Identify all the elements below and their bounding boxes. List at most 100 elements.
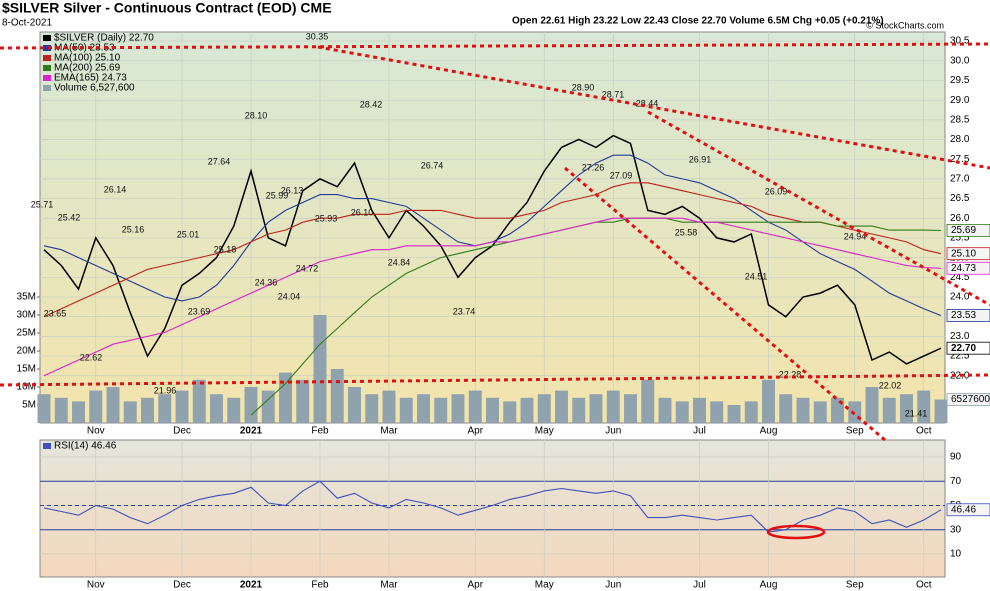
last-value-label: 25.10 — [951, 248, 976, 259]
y-tick-label: 29.5 — [950, 75, 970, 86]
y-tick-label: 10 — [950, 549, 962, 560]
x-tick-label: Mar — [380, 580, 398, 591]
y2-tick-label: 10M — [17, 382, 36, 393]
annotation: 26.74 — [421, 160, 444, 170]
volume-bar — [813, 401, 827, 423]
volume-bar — [382, 390, 396, 423]
annotation: 25.42 — [58, 212, 81, 222]
volume-bar — [348, 386, 361, 423]
volume-bar — [624, 394, 637, 423]
y-tick-label: 27.0 — [950, 174, 970, 185]
x-tick-label: May — [535, 580, 554, 591]
annotation: 26.91 — [689, 154, 712, 164]
x-tick-label: Jun — [605, 580, 621, 591]
last-value-tag — [946, 503, 990, 517]
annotation: 26.14 — [104, 184, 127, 194]
annotation: 27.64 — [208, 156, 231, 166]
x-tick-label: Aug — [760, 580, 778, 591]
trend-line — [0, 42, 990, 50]
x-tick-label: Dec — [173, 580, 191, 591]
legend-swatch — [43, 55, 51, 61]
x-tick-label: Feb — [311, 426, 329, 437]
last-value-label: 24.73 — [951, 263, 976, 274]
annotation: 23.74 — [453, 306, 476, 316]
volume-bar — [244, 386, 258, 423]
y-tick-label: 28.5 — [950, 114, 970, 125]
volume-bar — [658, 397, 672, 423]
y-tick-label: 24.0 — [950, 292, 970, 303]
volume-bar — [54, 397, 68, 423]
annotation: 28.44 — [636, 98, 659, 108]
volume-bar — [279, 372, 292, 423]
last-value-tag — [946, 393, 990, 406]
legend-swatch — [43, 35, 51, 41]
x-tick-label: Nov — [87, 426, 105, 437]
y-tick-label: 27.5 — [950, 154, 970, 165]
volume-bar — [606, 390, 620, 423]
x-tick-label: Jul — [693, 580, 706, 591]
annotation: 23.65 — [44, 308, 67, 318]
volume-bar — [261, 390, 275, 423]
x-tick-label: Aug — [760, 426, 778, 437]
annotation: 22.02 — [879, 380, 902, 390]
x-tick-label: Feb — [311, 580, 329, 591]
trend-line — [647, 110, 990, 307]
trend-line — [317, 45, 990, 170]
volume-bar — [141, 397, 154, 423]
volume-bar — [796, 397, 810, 423]
x-tick-label: Oct — [916, 426, 932, 437]
volume-bar — [227, 397, 241, 423]
volume-bar — [762, 379, 775, 423]
series-line — [43, 182, 942, 318]
legend-entry: $SILVER (Daily) 22.70 — [54, 33, 154, 44]
y2-tick-label: 15M — [17, 364, 36, 375]
last-value-label: 6527600 — [951, 394, 990, 405]
volume-bar — [779, 394, 793, 423]
legend-entry: Volume 6,527,600 — [54, 83, 135, 94]
volume-bar — [468, 390, 482, 423]
legend-swatch — [43, 85, 51, 91]
volume-bar — [882, 397, 896, 423]
y-tick-label: 23.0 — [950, 331, 970, 342]
last-value-label: 22.70 — [951, 343, 976, 354]
annotation: 21.41 — [905, 408, 928, 418]
y2-tick-label: 25M — [17, 328, 36, 339]
x-tick-label: Sep — [846, 580, 864, 591]
x-tick-label: Nov — [87, 580, 105, 591]
volume-bar — [313, 314, 327, 423]
annotation: 25.58 — [675, 227, 698, 237]
annotation: 22.62 — [80, 352, 103, 362]
x-tick-label: Mar — [380, 426, 398, 437]
credit: © StockCharts.com — [866, 20, 944, 30]
y2-tick-label: 5M — [22, 400, 36, 411]
y-tick-label: 26.0 — [950, 213, 970, 224]
volume-bar — [210, 394, 223, 423]
volume-bar — [106, 386, 120, 423]
annotation: 22.28 — [779, 369, 802, 379]
x-tick-label: Apr — [467, 426, 483, 437]
legend-swatch — [43, 45, 51, 51]
volume-bar — [710, 401, 724, 423]
annotation: 27.26 — [582, 162, 605, 172]
legend-swatch — [43, 65, 51, 71]
y-tick-label: 30 — [950, 524, 962, 535]
trend-line — [564, 166, 886, 442]
volume-bar — [365, 394, 379, 423]
annotation: 25.71 — [31, 199, 54, 209]
volume-bar — [330, 368, 344, 423]
volume-bar — [934, 399, 948, 423]
annotation: 25.18 — [214, 244, 237, 254]
volume-bar — [175, 390, 189, 423]
price-panel — [39, 31, 946, 424]
volume-bar — [572, 397, 586, 423]
chart-date: 8-Oct-2021 — [2, 18, 52, 29]
annotation: 28.71 — [602, 89, 625, 99]
legend-entry: MA(100) 25.10 — [54, 53, 121, 64]
volume-bar — [503, 401, 517, 423]
volume-bar — [399, 397, 413, 423]
trend-line — [0, 373, 990, 387]
volume-bar — [296, 379, 310, 423]
y-tick-label: 29.0 — [950, 95, 970, 106]
y-tick-label: 30.0 — [950, 55, 970, 66]
